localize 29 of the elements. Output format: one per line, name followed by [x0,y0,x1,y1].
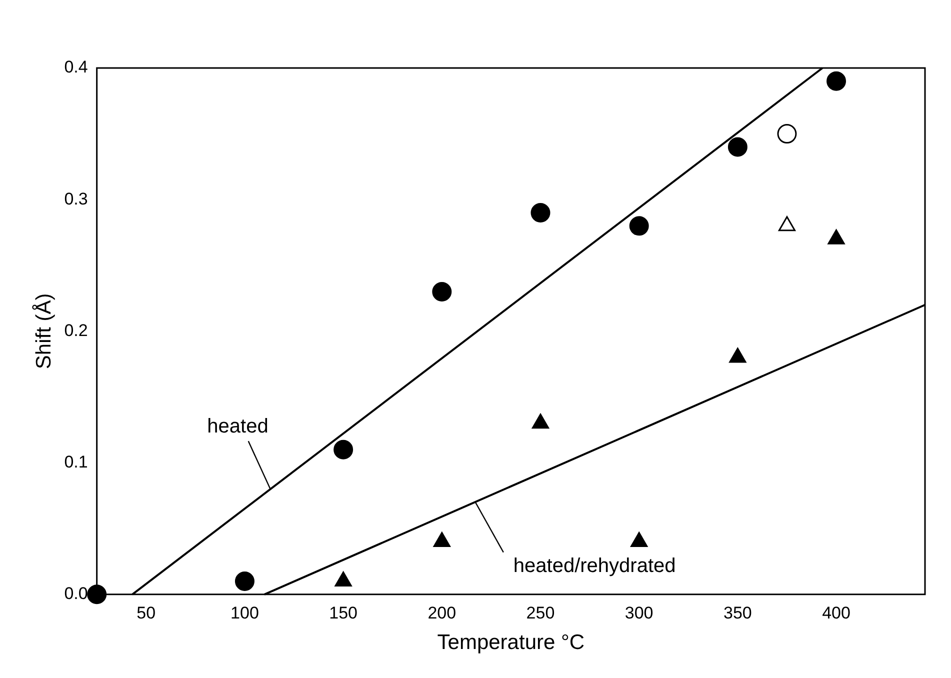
x-tick-label: 100 [230,603,259,622]
point [532,414,550,429]
point [826,71,846,91]
x-tick-label: 250 [526,603,555,622]
point [334,440,354,460]
y-tick-label: 0.0 [64,584,88,604]
x-tick-label: 350 [723,603,752,622]
point [433,532,450,548]
y-tick-label: 0.1 [64,452,88,472]
x-tick-label: 150 [329,603,358,622]
point [530,203,550,223]
annotation: heated [207,416,268,438]
point [432,282,452,302]
point [629,216,649,236]
point [728,137,748,157]
x-axis-title: Temperature °C [437,631,585,654]
annotation: heated/rehydrated [513,554,676,577]
point [777,124,797,144]
point [729,348,746,363]
y-tick-label: 0.2 [64,320,88,340]
y-tick-label: 0.3 [64,189,88,208]
y-tick-label: 0.4 [64,58,88,77]
x-tick-label: 300 [624,603,654,622]
y-axis-title: Shift (Å) [31,293,56,370]
point [334,571,352,586]
x-tick-label: 400 [822,603,850,622]
point [630,532,648,548]
x-tick-label: 50 [136,603,156,622]
x-tick-label: 200 [428,603,456,622]
